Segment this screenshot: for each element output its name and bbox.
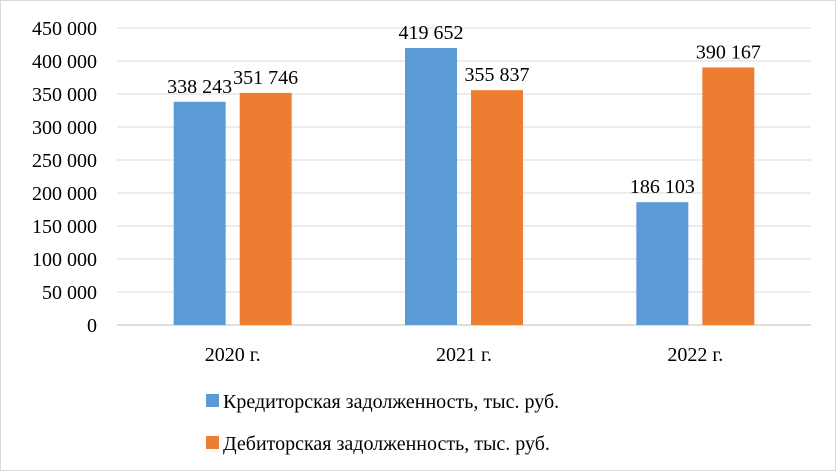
y-tick-label: 250 000 [32,150,97,172]
bar-debtor [239,92,292,325]
y-tick-label: 450 000 [32,18,97,40]
bars [173,48,755,326]
data-label: 419 652 [399,22,464,44]
y-tick-label: 150 000 [32,216,97,238]
legend-swatch [206,394,219,407]
data-label: 338 243 [167,76,232,98]
y-tick-label: 0 [87,315,97,337]
legend-label: Дебиторская задолженность, тыс. руб. [223,433,550,455]
bar-creditor [405,48,457,326]
bar-creditor [173,101,226,326]
y-axis-tick-labels: 0 50 000 100 000 150 000 200 000 250 000 300 0… [32,18,97,337]
data-label: 390 167 [696,41,761,63]
y-tick-label: 100 000 [32,249,97,271]
y-tick-label: 50 000 [42,282,97,304]
y-tick-label: 300 000 [32,117,97,139]
x-category-label: 2022 г. [667,344,723,366]
y-tick-label: 200 000 [32,183,97,205]
x-category-label: 2020 г. [205,344,261,366]
bar-creditor [636,202,689,325]
x-axis-category-labels: 2020 г. 2021 г. 2022 г. [205,344,724,366]
legend-swatch [206,436,219,449]
y-tick-label: 350 000 [32,84,97,106]
data-label: 186 103 [630,176,695,198]
x-category-label: 2021 г. [436,344,492,366]
bar-debtor [702,67,755,325]
data-label: 351 746 [233,67,298,89]
legend: Кредиторская задолженность, тыс. руб. Деб… [206,391,559,455]
y-tick-label: 400 000 [32,51,97,73]
gridlines [117,27,811,326]
bar-debtor [471,90,523,325]
legend-label: Кредиторская задолженность, тыс. руб. [223,391,559,413]
data-label: 355 837 [465,64,530,86]
